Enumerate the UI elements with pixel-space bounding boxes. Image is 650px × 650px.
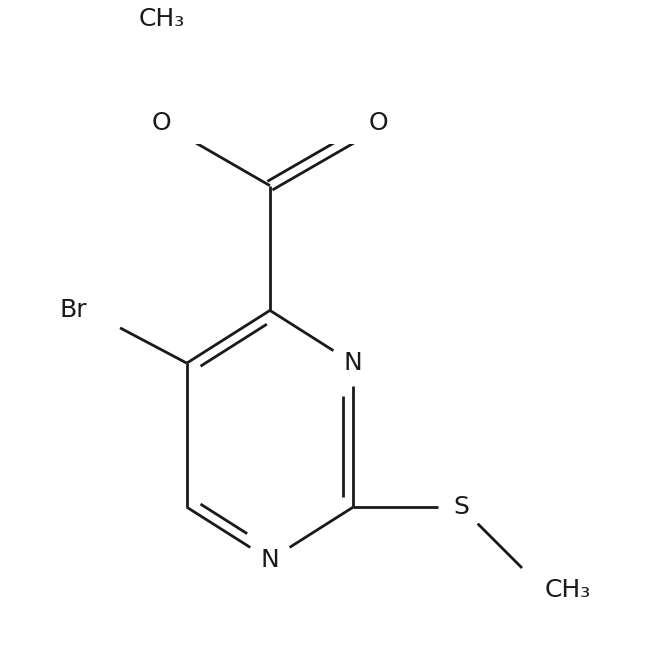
Text: Br: Br	[59, 298, 87, 322]
Text: CH₃: CH₃	[545, 578, 591, 603]
Text: S: S	[453, 495, 469, 519]
Text: O: O	[369, 111, 388, 135]
Text: N: N	[344, 351, 363, 375]
Text: N: N	[261, 548, 280, 572]
Text: O: O	[152, 111, 172, 135]
Text: CH₃: CH₃	[138, 7, 185, 31]
